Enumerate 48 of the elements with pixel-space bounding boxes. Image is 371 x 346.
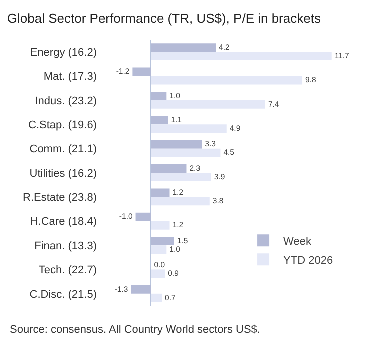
y-tick-label: Indus. (23.2) [35,95,97,108]
bar [151,197,210,206]
data-label: 1.0 [170,91,180,100]
data-label: 4.5 [224,148,234,158]
legend-label: YTD 2026 [284,254,334,267]
y-tick-label: Finan. (13.3) [34,240,97,252]
data-label: 0.7 [165,293,176,302]
bar [151,76,303,85]
bar [151,124,227,134]
data-label: -1.2 [116,67,130,76]
y-tick-label: Energy (16.2) [30,46,97,59]
bar [151,148,221,158]
data-label: 1.2 [172,188,184,198]
data-label: 0.9 [168,269,179,278]
data-label: 4.2 [219,42,230,52]
source-note: Source: consensus. All Country World sectors US$. [10,324,260,336]
y-tick-label: Tech. (22.7) [38,264,97,277]
bar [151,100,266,109]
bar [151,294,162,302]
data-label: 1.5 [177,236,188,246]
y-tick-label: C.Stap. (19.6) [28,119,97,132]
legend-label: Week [284,236,312,248]
bar [151,221,170,230]
data-label: 4.9 [230,124,241,133]
chart-title: Global Sector Performance (TR, US$), P/E in brackets [7,10,322,26]
data-label: -1.3 [114,284,128,294]
y-tick-label: R.Estate (23.8) [23,192,97,204]
data-label: 7.4 [268,100,280,109]
bar [151,270,166,278]
data-label: 0.0 [154,260,166,270]
y-tick-label: Mat. (17.3) [44,71,97,84]
y-tick-label: Comm. (21.1) [30,144,97,156]
bar [151,246,167,254]
data-label: -1.0 [119,212,133,222]
data-label: 1.1 [171,116,182,125]
data-label: 1.0 [170,244,180,254]
y-tick-label: H.Care (18.4) [30,216,97,228]
bar [151,52,332,61]
data-label: 2.3 [190,164,201,173]
data-label: 11.7 [334,51,350,60]
y-tick-label: Utilities (16.2) [30,168,97,180]
data-label: 3.9 [214,172,226,182]
data-label: 9.8 [306,76,316,85]
y-tick-label: C.Disc. (21.5) [30,288,97,301]
bar [151,173,212,182]
data-label: 1.2 [172,220,184,230]
data-label: 3.3 [205,140,216,149]
data-label: 3.8 [212,196,224,206]
